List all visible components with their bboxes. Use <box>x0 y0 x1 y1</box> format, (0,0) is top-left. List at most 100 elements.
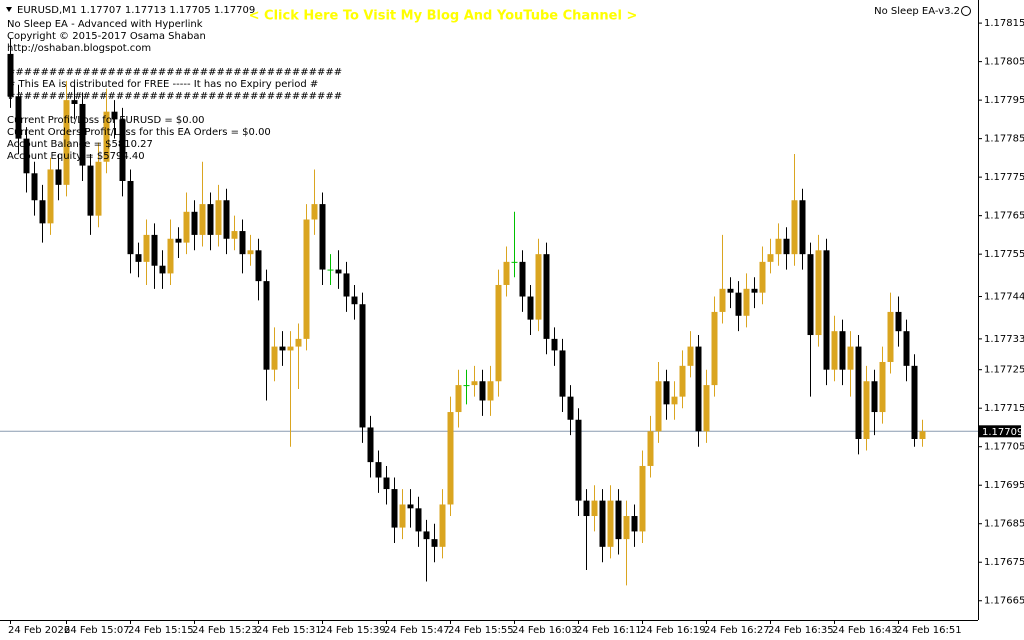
candle-body <box>431 539 438 547</box>
candle-body <box>455 385 462 413</box>
candle-body <box>191 211 198 235</box>
candle-body <box>247 250 254 255</box>
info-line: ######################################## <box>7 67 342 78</box>
candle-body <box>775 238 782 255</box>
candle-body <box>839 331 846 370</box>
x-tick-label: 24 Feb 16:51 <box>896 625 962 636</box>
candle-body <box>879 361 886 413</box>
x-tick-label: 24 Feb 15:55 <box>448 625 514 636</box>
y-tick-label: 1.17765 <box>984 211 1024 222</box>
candle-body <box>119 119 126 181</box>
candle-body <box>751 288 758 293</box>
candle-body <box>471 381 478 386</box>
x-tick-label: 24 Feb 16:11 <box>576 625 642 636</box>
x-tick-label: 24 Feb 16:35 <box>768 625 834 636</box>
candle-body <box>127 180 134 255</box>
candle-body <box>111 111 118 120</box>
candle-body <box>767 254 774 262</box>
y-tick-label: 1.17795 <box>984 95 1024 106</box>
candle-body <box>231 231 238 239</box>
candle-body <box>503 261 510 285</box>
candle-body <box>87 165 94 216</box>
candle-body <box>55 169 62 185</box>
ea-icon <box>961 6 971 16</box>
candle-body <box>543 254 550 339</box>
candle-body <box>591 500 598 517</box>
candle-body <box>743 288 750 316</box>
candle-body <box>855 346 862 440</box>
y-tick-label: 1.17665 <box>984 596 1024 607</box>
candle-body <box>567 396 574 420</box>
x-tick-label: 24 Feb 16:43 <box>832 625 898 636</box>
candle-body <box>695 346 702 432</box>
candle-body <box>511 261 518 263</box>
candle-body <box>623 516 630 540</box>
candle-body <box>303 219 310 339</box>
candle-body <box>679 365 686 397</box>
candle-body <box>639 465 646 532</box>
candle-body <box>559 350 566 397</box>
candle-body <box>199 204 206 235</box>
candle-body <box>263 281 270 370</box>
candle-body <box>375 462 382 478</box>
candle-body <box>687 346 694 366</box>
candle-body <box>655 381 662 432</box>
y-tick-label: 1.17685 <box>984 519 1024 530</box>
candle-body <box>39 200 46 224</box>
info-line: Account Balance = $5810.27 <box>7 139 153 150</box>
candle-body <box>311 204 318 220</box>
menu-arrow <box>6 7 12 12</box>
candle-body <box>143 234 150 262</box>
candle-body <box>167 238 174 274</box>
candle-body <box>823 250 830 370</box>
candle-body <box>671 396 678 405</box>
candle-body <box>271 346 278 370</box>
x-tick-label: 24 Feb 16:19 <box>640 625 706 636</box>
candle-body <box>647 431 654 466</box>
candle-body <box>575 419 582 501</box>
price-label-box <box>979 425 1021 438</box>
info-line: # This EA is distributed for FREE ----- … <box>7 79 318 90</box>
candle-body <box>631 516 638 532</box>
info-line: Account Equity = $5794.40 <box>7 151 145 162</box>
x-tick-label: 24 Feb 15:31 <box>256 625 322 636</box>
candle-body <box>463 385 470 387</box>
candle-body <box>183 211 190 243</box>
candle-body <box>487 381 494 401</box>
candle-body <box>815 250 822 336</box>
candle-body <box>919 431 926 440</box>
info-line: Copyright © 2015-2017 Osama Shaban <box>7 31 206 42</box>
candle-body <box>327 269 334 271</box>
candle-body <box>863 381 870 440</box>
candle-body <box>479 381 486 401</box>
y-tick-label: 1.17805 <box>984 57 1024 68</box>
candle-body <box>719 288 726 312</box>
overlay: EURUSD,M1 1.17707 1.17713 1.17705 1.1770… <box>6 5 971 162</box>
candle-body <box>799 200 806 255</box>
blog-link[interactable]: < Click Here To Visit My Blog And YouTub… <box>249 9 638 24</box>
candle-body <box>15 96 22 139</box>
candle-body <box>703 385 710 432</box>
candle-body <box>791 200 798 255</box>
candle-body <box>295 338 302 347</box>
x-tick-label: 24 Feb 15:07 <box>64 625 130 636</box>
y-tick-label: 1.17755 <box>984 249 1024 260</box>
candle-body <box>423 531 430 540</box>
candle-body <box>399 504 406 528</box>
candle-body <box>207 204 214 235</box>
candle-body <box>847 346 854 370</box>
plot <box>0 38 978 586</box>
x-tick-label: 24 Feb 16:27 <box>704 625 770 636</box>
candle-body <box>807 254 814 336</box>
candle-body <box>903 331 910 366</box>
candle-body <box>23 138 30 174</box>
candle-body <box>319 204 326 270</box>
candle-body <box>551 338 558 351</box>
y-tick-label: 1.17695 <box>984 480 1024 491</box>
candle-body <box>7 53 14 97</box>
candle-body <box>47 169 54 224</box>
x-tick-label: 24 Feb 15:47 <box>384 625 450 636</box>
